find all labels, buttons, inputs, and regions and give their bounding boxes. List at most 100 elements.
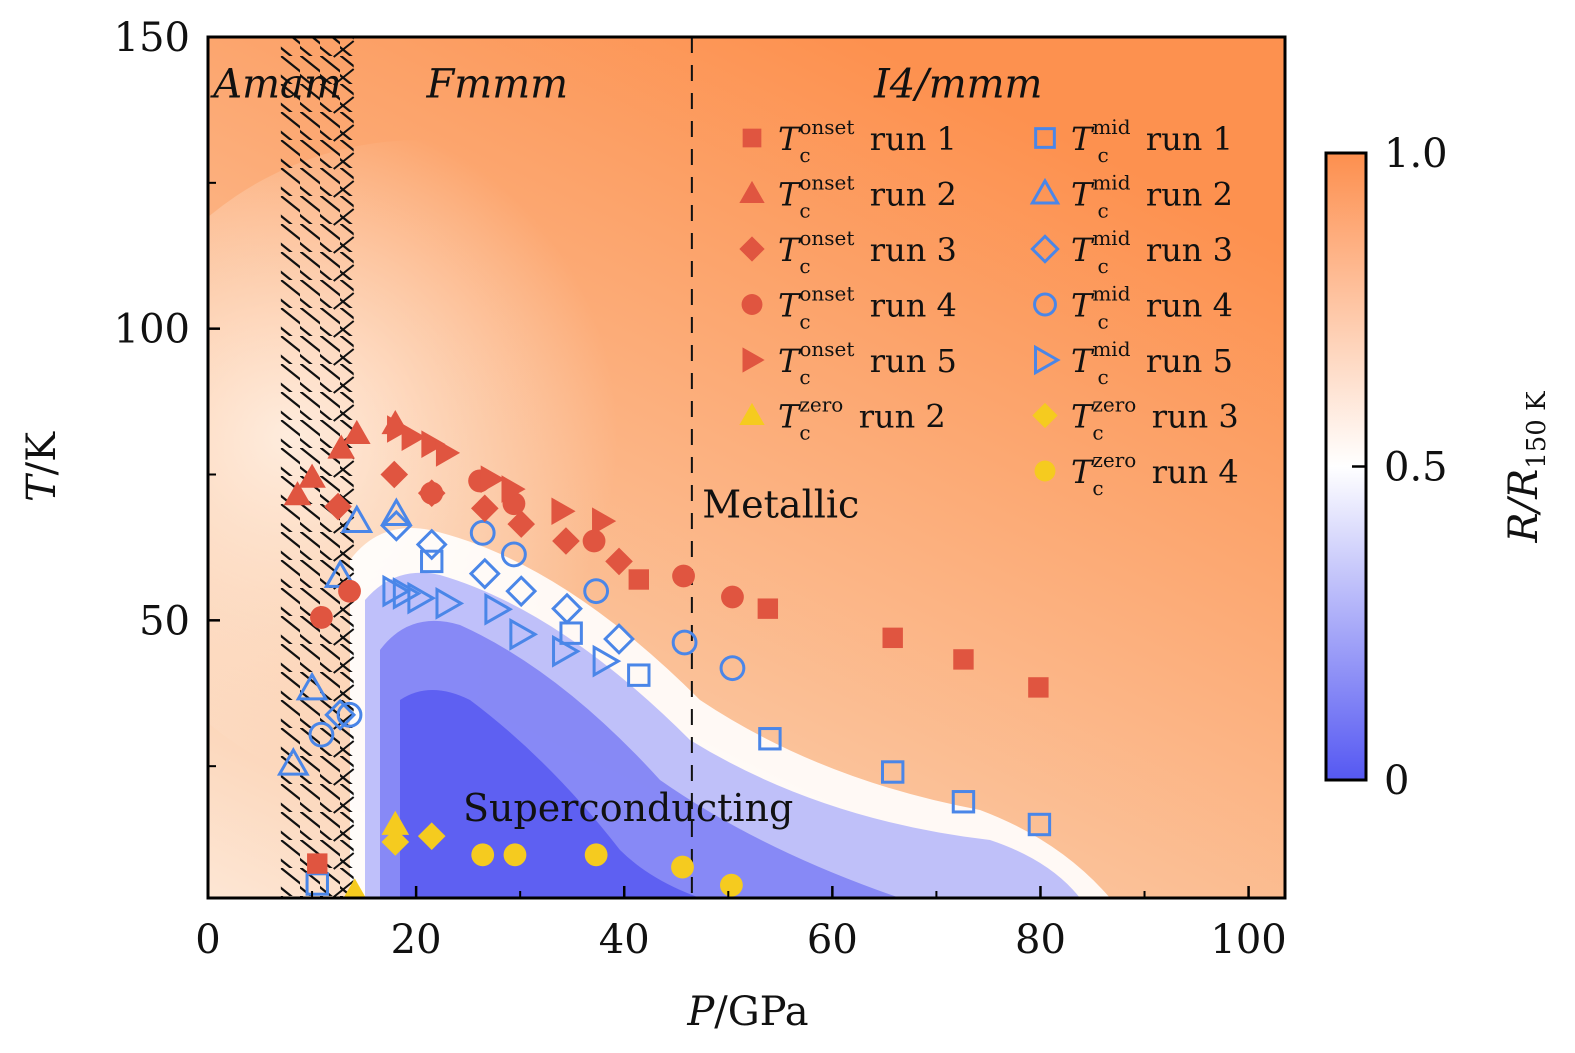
data-point-triangle-right xyxy=(435,587,465,620)
legend-label: Tonset c run 1 xyxy=(778,115,957,167)
data-point-diamond xyxy=(603,623,635,655)
hatch-cross xyxy=(333,40,355,58)
hatch-cross xyxy=(333,180,355,198)
legend-label: Tmid c run 3 xyxy=(1071,226,1233,278)
data-point-triangle-up xyxy=(340,504,374,534)
data-point-diamond xyxy=(552,527,580,555)
data-point-triangle-up xyxy=(298,463,326,488)
data-point-diamond xyxy=(324,492,352,521)
x-tick-label: 20 xyxy=(391,917,442,963)
data-point-triangle-right xyxy=(435,439,461,467)
legend-marker-circle xyxy=(741,294,763,315)
data-point-circle xyxy=(582,529,606,553)
series-mid-run-3 xyxy=(324,509,635,731)
legend-label: Tmid c run 4 xyxy=(1071,282,1233,334)
data-point-triangle-right xyxy=(421,430,446,458)
region-label: Superconducting xyxy=(463,786,793,830)
legend-marker-diamond xyxy=(1030,234,1060,264)
hatch-cross xyxy=(333,740,355,758)
legend-label: Tzero c run 2 xyxy=(778,393,946,445)
data-point-circle xyxy=(501,541,527,568)
data-point-square xyxy=(305,872,329,896)
hatch-cross xyxy=(333,404,355,422)
legend-marker-square xyxy=(1034,127,1056,149)
hatch-cross xyxy=(333,600,355,618)
hatch-cross xyxy=(333,796,355,814)
legend-label: Tonset c run 5 xyxy=(778,337,957,389)
data-point-circle xyxy=(336,701,363,728)
y-axis-title: T/K xyxy=(19,431,65,502)
legend-label: Tonset c run 3 xyxy=(778,226,957,278)
hatch-cross xyxy=(333,656,355,674)
data-point-triangle-right xyxy=(382,574,412,608)
data-point-circle xyxy=(672,564,695,588)
data-point-circle xyxy=(671,855,694,879)
data-point-triangle-up xyxy=(379,497,413,527)
hatch-cross xyxy=(333,264,355,282)
data-point-diamond xyxy=(507,510,536,538)
data-point-triangle-right xyxy=(480,465,505,493)
phase-label: I4/mmm xyxy=(873,62,1043,108)
colorbar-tick-label: 0 xyxy=(1384,758,1409,804)
data-point-square xyxy=(559,621,583,645)
legend-item: Tzero c run 3 xyxy=(1032,393,1239,445)
hatch-cross xyxy=(333,208,355,226)
legend-item: Tonset c run 3 xyxy=(739,226,957,278)
x-tick-label: 100 xyxy=(1210,917,1286,963)
legend-marker-triangle-up xyxy=(739,402,765,425)
series-mid-run-5 xyxy=(382,574,622,678)
legend-item: Tmid c run 3 xyxy=(1030,226,1233,278)
colorbar-title: R/R150 K xyxy=(1501,391,1552,544)
legend-marker-circle xyxy=(1034,460,1056,482)
legend-item: Tzero c run 2 xyxy=(739,393,946,445)
data-point-diamond xyxy=(505,575,538,608)
hatch-cross xyxy=(333,824,355,842)
phase-label: Amam xyxy=(209,62,342,108)
region-label: Metallic xyxy=(702,483,859,527)
hatch-cross xyxy=(333,152,355,170)
y-tick-label: 50 xyxy=(139,598,190,644)
data-point-circle xyxy=(583,578,610,605)
data-point-circle xyxy=(721,585,744,609)
x-tick-label: 0 xyxy=(195,917,220,963)
data-point-triangle-right xyxy=(509,617,539,651)
x-tick-label: 40 xyxy=(599,917,650,963)
colorbar: 0 0.5 1.0 R/R150 K xyxy=(1324,131,1552,804)
phase-label: Fmmm xyxy=(426,62,569,108)
hatch-cross xyxy=(333,320,355,338)
data-point-square xyxy=(953,649,974,670)
series-onset-run-1 xyxy=(307,569,1049,874)
data-point-circle xyxy=(720,873,743,897)
data-point-circle xyxy=(469,519,496,546)
data-point-square xyxy=(881,760,905,784)
hatch-cross xyxy=(333,880,355,898)
hatch-cross xyxy=(333,852,355,870)
legend-marker-diamond xyxy=(1032,402,1058,429)
data-point-triangle-right xyxy=(392,577,422,610)
data-point-triangle-up xyxy=(295,671,329,701)
data-point-square xyxy=(307,853,328,874)
legend-label: Tmid c run 1 xyxy=(1071,115,1233,167)
y-tick-label: 150 xyxy=(114,15,190,61)
series-mid-run-4 xyxy=(308,519,746,748)
x-tick-label: 80 xyxy=(1015,917,1066,963)
series-zero-run-2 xyxy=(343,810,410,898)
legend-label: Tzero c run 3 xyxy=(1071,393,1239,445)
hatch-cross xyxy=(333,684,355,702)
y-tick-label: 100 xyxy=(114,307,190,353)
hatch-cross xyxy=(333,96,355,114)
data-point-circle xyxy=(310,606,333,629)
legend-item: Tzero c run 4 xyxy=(1034,448,1239,500)
series-zero-run-3 xyxy=(381,822,446,856)
data-point-triangle-right xyxy=(552,634,581,668)
legend-marker-triangle-right xyxy=(742,347,765,373)
legend-marker-diamond xyxy=(739,236,765,262)
plot-frame xyxy=(206,35,1287,900)
y-axis-ticks: 50 100 150 xyxy=(114,15,220,768)
legend-marker-triangle-up xyxy=(1029,177,1061,205)
data-point-diamond xyxy=(551,592,583,625)
hatch-cross xyxy=(333,544,355,562)
hatch-cross xyxy=(333,124,355,142)
data-point-circle xyxy=(420,481,444,505)
